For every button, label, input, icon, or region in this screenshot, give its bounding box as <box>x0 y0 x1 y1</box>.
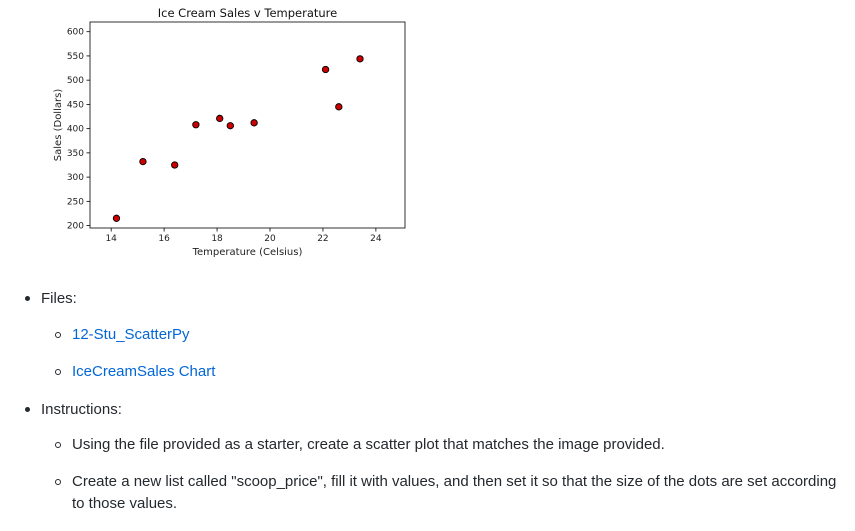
instruction-item-2-line-2: to those values. <box>72 495 178 512</box>
scatter-point <box>139 157 147 166</box>
x-tick-label: 16 <box>158 234 170 244</box>
instructions-heading: Instructions: <box>41 401 122 418</box>
y-tick-label: 450 <box>67 100 84 110</box>
scatter-chart: Ice Cream Sales v Temperature 14 16 18 20 22 2… <box>53 6 406 258</box>
y-tick-label: 250 <box>67 197 84 207</box>
scatter-point <box>356 55 364 63</box>
x-tick-label: 18 <box>211 234 223 244</box>
y-axis-title: Sales (Dollars) <box>53 89 64 162</box>
x-tick-label: 20 <box>264 234 276 244</box>
y-tick-label: 200 <box>67 222 84 232</box>
instruction-item-1: Using the file provided as a starter, cr… <box>72 436 665 453</box>
chart-title: Ice Cream Sales v Temperature <box>158 6 338 20</box>
y-tick-label: 350 <box>67 149 84 159</box>
scatter-point <box>192 121 200 129</box>
scatter-point <box>226 122 234 130</box>
plot-frame <box>89 21 406 229</box>
scatter-point <box>335 103 343 111</box>
file-list-item-1: 12-Stu_ScatterPy <box>72 325 190 345</box>
x-axis-title: Temperature (Celsius) <box>192 247 303 258</box>
scatter-point <box>321 65 330 74</box>
bullet-files-icon <box>25 296 30 301</box>
y-tick-label: 300 <box>67 173 84 183</box>
bullet-file-2-icon <box>55 369 61 375</box>
scatter-point <box>216 114 224 123</box>
x-tick-label: 14 <box>105 234 117 244</box>
file-list-item-2: IceCreamSales Chart <box>72 362 215 382</box>
instruction-item-2-line-1: Create a new list called "scoop_price", … <box>72 473 837 490</box>
bullet-instruction-2-icon <box>55 479 61 485</box>
file-link-icecreamsales-chart[interactable]: IceCreamSales Chart <box>72 363 216 380</box>
y-tick-label: 500 <box>67 76 84 86</box>
file-link-scatterpy[interactable]: 12-Stu_ScatterPy <box>72 326 190 343</box>
bullet-instructions-icon <box>25 407 30 412</box>
x-tick-label: 24 <box>370 234 382 244</box>
y-tick-label: 550 <box>67 52 84 62</box>
bullet-instruction-1-icon <box>55 442 61 448</box>
x-tick-label: 22 <box>317 234 328 244</box>
bullet-file-1-icon <box>55 332 61 338</box>
scatter-point <box>112 214 121 222</box>
y-tick-label: 600 <box>67 28 84 38</box>
y-tick-label: 400 <box>67 125 84 135</box>
scatter-point <box>171 161 179 169</box>
scatter-point <box>250 119 258 127</box>
files-heading: Files: <box>41 290 77 307</box>
